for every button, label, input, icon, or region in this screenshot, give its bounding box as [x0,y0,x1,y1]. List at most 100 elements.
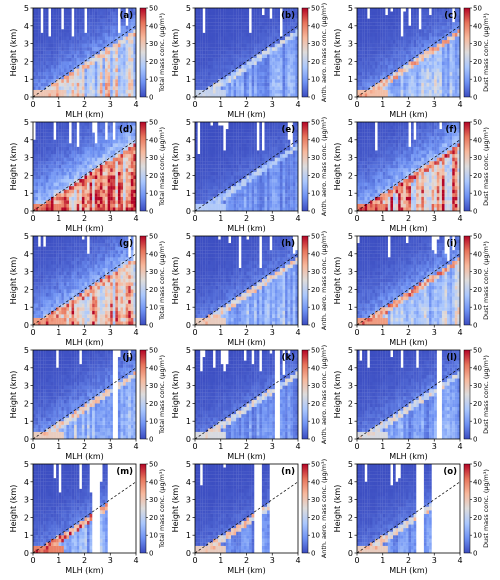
heatmap-cell [128,193,131,197]
heatmap-cell [274,82,278,87]
heatmap-cell [279,89,283,94]
heatmap-cell [133,200,136,204]
heatmap-cell [434,64,437,69]
heatmap-cell [33,189,36,194]
heatmap-cell [120,175,124,180]
heatmap-cell [112,64,116,69]
heatmap-cell [290,89,293,94]
heatmap-cell [233,196,237,201]
heatmap-cell [277,64,281,69]
heatmap-cell [254,29,257,33]
heatmap-cell [254,36,257,41]
heatmap-cell [416,47,419,51]
heatmap-cell [48,43,52,48]
heatmap-cell [441,50,445,55]
colorbar [301,7,309,98]
heatmap-cell [452,36,455,41]
heatmap-cell [74,25,77,30]
heatmap-cell [231,11,234,16]
heatmap-cell [439,11,443,16]
heatmap-cell [195,29,198,33]
heatmap-cell [285,175,288,180]
heatmap-cell [81,122,85,126]
heatmap-cell [447,57,450,62]
heatmap-cell [66,193,70,197]
heatmap-cell [220,193,224,197]
heatmap-cell [267,64,270,69]
heatmap-cell [87,32,90,37]
heatmap-cell [377,43,381,48]
heatmap-cell [223,8,226,12]
heatmap-cell [256,182,260,187]
heatmap-cell [387,39,391,44]
y-tick-label: 2 [24,171,29,180]
heatmap-cell [369,79,373,83]
heatmap-cell [220,79,224,83]
heatmap-cell [207,93,211,97]
heatmap-cell [269,54,273,58]
heatmap-cell [45,43,49,48]
colorbar-tick-label: 0 [311,94,315,102]
heatmap-cell [225,72,229,76]
heatmap-cell [112,75,116,80]
heatmap-cell [105,161,108,165]
heatmap-cell [444,61,448,66]
heatmap-cell [200,54,203,58]
heatmap-cell [112,178,116,183]
heatmap-cell [362,8,365,12]
heatmap-cell [50,93,54,97]
heatmap-cell [79,22,82,26]
heatmap-cell [395,79,399,83]
heatmap-cell [133,203,136,208]
heatmap-cell [411,93,414,97]
heatmap-cell [357,50,360,55]
heatmap-cell [76,32,80,37]
heatmap-cell [400,79,404,83]
heatmap-cell [130,18,134,23]
heatmap-cell [374,43,378,48]
heatmap-cell [69,11,72,16]
heatmap-cell [94,186,98,190]
heatmap-cell [74,32,77,37]
heatmap-cell [423,43,427,48]
heatmap-cell [357,15,360,19]
heatmap-cell [277,143,281,147]
heatmap-cell [264,171,268,176]
heatmap-cell [117,136,121,140]
heatmap-cell [58,132,62,137]
heatmap-cell [444,75,448,80]
heatmap-cell [56,161,59,165]
heatmap-cell [56,125,59,130]
heatmap-cell [40,72,44,76]
x-tick-label: 4 [295,100,300,109]
heatmap-cell [395,50,399,55]
heatmap-cell [290,79,293,83]
heatmap-cell [115,64,119,69]
heatmap-cell [241,207,244,211]
heatmap-cell [292,157,296,162]
heatmap-cell [133,196,136,201]
heatmap-cell [251,82,255,87]
heatmap-cell [202,54,206,58]
heatmap-cell [241,182,244,187]
heatmap-cell [210,93,214,97]
heatmap-cell [56,43,59,48]
heatmap-cell [277,146,281,151]
heatmap-cell [218,25,221,30]
heatmap-cell [197,196,201,201]
heatmap-cell [123,15,126,19]
heatmap-cell [279,186,283,190]
heatmap-cell [411,32,414,37]
heatmap-cell [102,143,106,147]
heatmap-cell [272,161,275,165]
heatmap-cell [416,36,419,41]
heatmap-cell [125,54,129,58]
heatmap-cell [61,203,64,208]
heatmap-cell [102,146,106,151]
heatmap-cell [35,79,39,83]
heatmap-cell [123,79,126,83]
heatmap-cell [120,178,124,183]
heatmap-cell [215,175,219,180]
heatmap-cell [403,29,406,33]
heatmap-cell [84,129,88,133]
